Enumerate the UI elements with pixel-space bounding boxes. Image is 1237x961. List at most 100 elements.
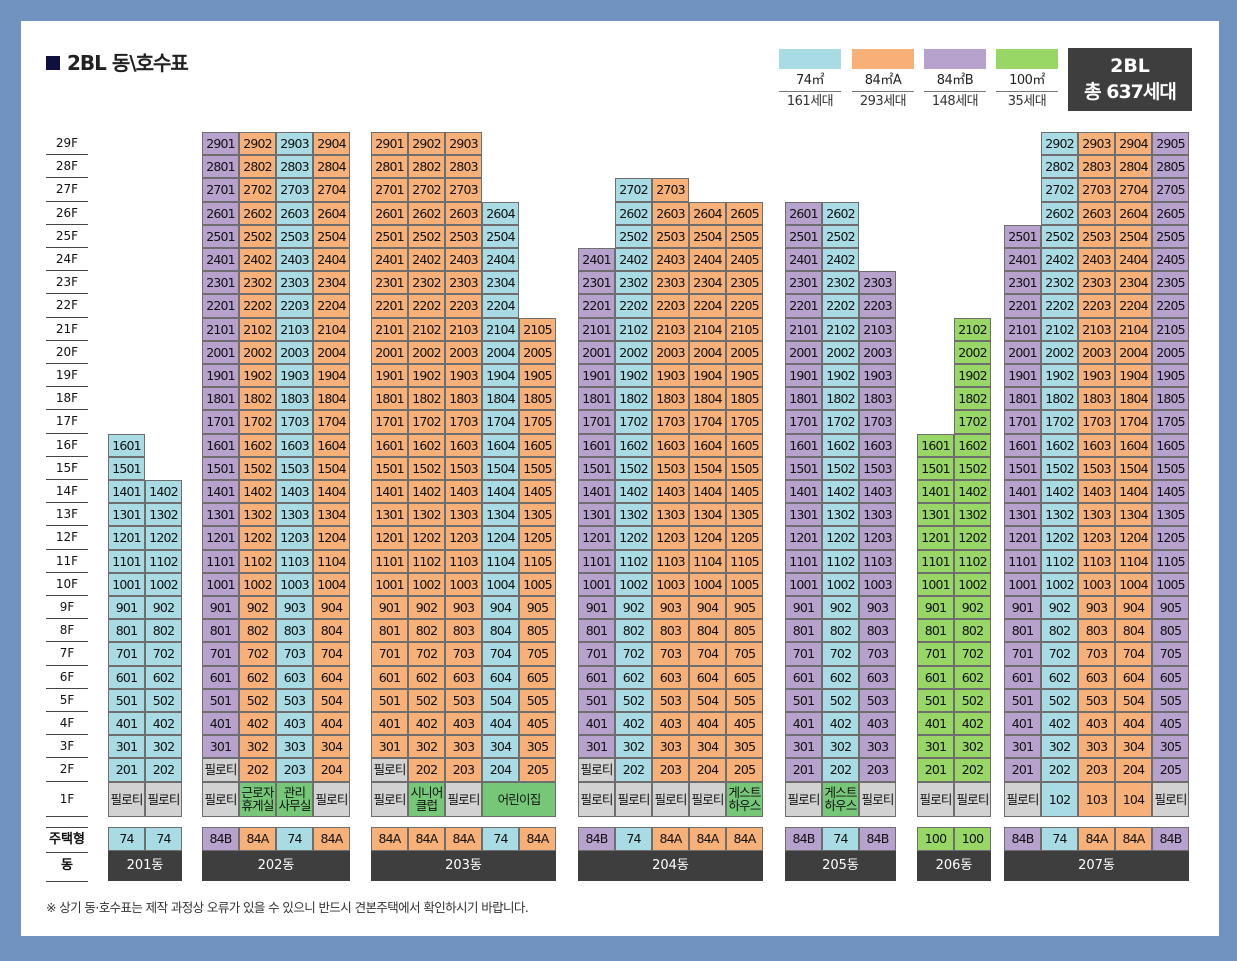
- unit-cell[interactable]: 1105: [726, 549, 763, 573]
- unit-cell[interactable]: 1803: [1078, 387, 1115, 411]
- unit-cell[interactable]: 2905: [1152, 132, 1189, 156]
- unit-cell-floor1[interactable]: 필로티: [1152, 781, 1189, 817]
- unit-cell-floor1[interactable]: 필로티: [785, 781, 822, 817]
- unit-cell[interactable]: 1003: [1078, 572, 1115, 596]
- unit-cell[interactable]: 2101: [785, 317, 822, 341]
- unit-cell[interactable]: 2203: [859, 294, 896, 318]
- unit-cell[interactable]: 1504: [1115, 456, 1152, 480]
- unit-cell[interactable]: 901: [917, 596, 954, 620]
- unit-cell[interactable]: 2802: [239, 155, 276, 179]
- unit-cell[interactable]: 1301: [917, 503, 954, 527]
- unit-cell[interactable]: 2303: [1078, 271, 1115, 295]
- unit-cell[interactable]: 1905: [1152, 364, 1189, 388]
- unit-cell[interactable]: 902: [822, 596, 859, 620]
- unit-cell[interactable]: 1802: [1041, 387, 1078, 411]
- unit-cell[interactable]: 501: [917, 688, 954, 712]
- unit-cell[interactable]: 402: [408, 712, 445, 736]
- unit-cell[interactable]: 1802: [239, 387, 276, 411]
- unit-cell[interactable]: 2505: [726, 224, 763, 248]
- unit-cell[interactable]: 2902: [1041, 132, 1078, 156]
- unit-cell[interactable]: 704: [482, 642, 519, 666]
- unit-cell[interactable]: 1303: [445, 503, 482, 527]
- unit-cell[interactable]: 2105: [726, 317, 763, 341]
- unit-cell[interactable]: 601: [371, 665, 408, 689]
- unit-cell[interactable]: 804: [482, 619, 519, 643]
- unit-cell[interactable]: 1601: [202, 433, 239, 457]
- unit-cell[interactable]: 1302: [1041, 503, 1078, 527]
- unit-cell[interactable]: 604: [1115, 665, 1152, 689]
- unit-cell[interactable]: 903: [859, 596, 896, 620]
- unit-cell-floor2[interactable]: 201: [785, 758, 822, 782]
- unit-cell[interactable]: 2303: [859, 271, 896, 295]
- unit-cell[interactable]: 2402: [408, 248, 445, 272]
- unit-cell[interactable]: 1603: [445, 433, 482, 457]
- unit-cell[interactable]: 2401: [785, 248, 822, 272]
- unit-cell[interactable]: 2001: [371, 340, 408, 364]
- unit-cell[interactable]: 1201: [785, 526, 822, 550]
- unit-cell[interactable]: 1803: [859, 387, 896, 411]
- unit-cell[interactable]: 1405: [726, 480, 763, 504]
- unit-cell[interactable]: 802: [145, 619, 182, 643]
- unit-cell-floor2[interactable]: 필로티: [578, 758, 615, 782]
- unit-cell[interactable]: 2201: [202, 294, 239, 318]
- unit-cell-floor1[interactable]: 필로티: [578, 781, 615, 817]
- unit-cell[interactable]: 1601: [785, 433, 822, 457]
- unit-cell[interactable]: 304: [313, 735, 350, 759]
- unit-cell[interactable]: 1203: [859, 526, 896, 550]
- unit-cell[interactable]: 2004: [313, 340, 350, 364]
- unit-cell[interactable]: 1403: [652, 480, 689, 504]
- unit-cell[interactable]: 2503: [652, 224, 689, 248]
- unit-cell[interactable]: 1904: [1115, 364, 1152, 388]
- unit-cell[interactable]: 804: [1115, 619, 1152, 643]
- unit-cell[interactable]: 1101: [108, 549, 145, 573]
- unit-cell[interactable]: 1002: [239, 572, 276, 596]
- unit-cell-floor2[interactable]: 204: [1115, 758, 1152, 782]
- unit-cell[interactable]: 1105: [1152, 549, 1189, 573]
- unit-cell[interactable]: 1003: [652, 572, 689, 596]
- unit-cell[interactable]: 1201: [202, 526, 239, 550]
- unit-cell[interactable]: 1401: [785, 480, 822, 504]
- unit-cell[interactable]: 2401: [371, 248, 408, 272]
- unit-cell[interactable]: 2303: [276, 271, 313, 295]
- unit-cell[interactable]: 1903: [652, 364, 689, 388]
- unit-cell[interactable]: 1704: [313, 410, 350, 434]
- unit-cell[interactable]: 2701: [202, 178, 239, 202]
- unit-cell[interactable]: 1702: [239, 410, 276, 434]
- unit-cell[interactable]: 2101: [371, 317, 408, 341]
- unit-cell[interactable]: 1004: [689, 572, 726, 596]
- unit-cell-floor2[interactable]: 202: [822, 758, 859, 782]
- unit-cell[interactable]: 1205: [1152, 526, 1189, 550]
- unit-cell[interactable]: 2005: [1152, 340, 1189, 364]
- unit-cell[interactable]: 1104: [689, 549, 726, 573]
- unit-cell[interactable]: 402: [615, 712, 652, 736]
- unit-cell[interactable]: 405: [519, 712, 556, 736]
- unit-cell[interactable]: 1605: [726, 433, 763, 457]
- unit-cell[interactable]: 602: [1041, 665, 1078, 689]
- unit-cell[interactable]: 2602: [239, 201, 276, 225]
- unit-cell[interactable]: 602: [954, 665, 991, 689]
- unit-cell[interactable]: 2105: [519, 317, 556, 341]
- unit-cell[interactable]: 1302: [239, 503, 276, 527]
- unit-cell-floor1[interactable]: 필로티: [615, 781, 652, 817]
- unit-cell[interactable]: 2704: [1115, 178, 1152, 202]
- unit-cell[interactable]: 1703: [652, 410, 689, 434]
- unit-cell[interactable]: 1503: [1078, 456, 1115, 480]
- unit-cell[interactable]: 1101: [1004, 549, 1041, 573]
- unit-cell[interactable]: 1104: [1115, 549, 1152, 573]
- unit-cell[interactable]: 602: [615, 665, 652, 689]
- unit-cell-floor1[interactable]: 어린이집: [482, 781, 556, 817]
- unit-cell[interactable]: 805: [1152, 619, 1189, 643]
- unit-cell[interactable]: 2602: [615, 201, 652, 225]
- unit-cell[interactable]: 903: [652, 596, 689, 620]
- unit-cell[interactable]: 605: [519, 665, 556, 689]
- unit-cell[interactable]: 1105: [519, 549, 556, 573]
- unit-cell[interactable]: 1102: [954, 549, 991, 573]
- unit-cell[interactable]: 1403: [445, 480, 482, 504]
- unit-cell[interactable]: 2602: [408, 201, 445, 225]
- unit-cell[interactable]: 502: [1041, 688, 1078, 712]
- unit-cell[interactable]: 2003: [445, 340, 482, 364]
- unit-cell[interactable]: 1504: [313, 456, 350, 480]
- unit-cell[interactable]: 1803: [276, 387, 313, 411]
- unit-cell[interactable]: 2302: [615, 271, 652, 295]
- unit-cell[interactable]: 804: [313, 619, 350, 643]
